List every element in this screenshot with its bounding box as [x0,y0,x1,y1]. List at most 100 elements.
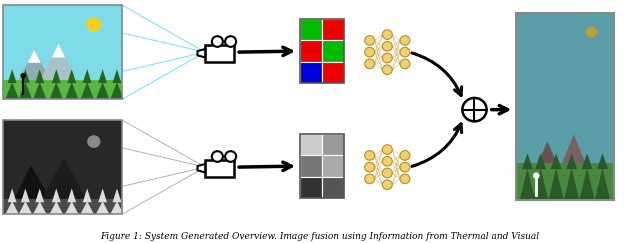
Polygon shape [597,153,608,169]
Circle shape [87,135,100,148]
Bar [3,5,122,99]
Bar [3,5,122,99]
Circle shape [225,151,236,162]
Bar [205,45,234,62]
Circle shape [365,36,374,45]
Bar [300,134,344,198]
Circle shape [382,145,392,154]
Bar [3,199,122,214]
Circle shape [365,151,374,160]
Bar [516,13,614,200]
Circle shape [382,65,392,75]
Polygon shape [96,82,109,99]
Polygon shape [33,201,46,214]
Polygon shape [595,168,610,200]
Circle shape [86,17,102,32]
Bar [322,19,344,40]
Circle shape [400,59,410,69]
Circle shape [400,47,410,57]
Circle shape [365,47,374,57]
Circle shape [365,59,374,69]
Bar [322,62,344,83]
Polygon shape [35,69,44,83]
Circle shape [586,27,597,37]
Bar [322,156,344,177]
Polygon shape [96,201,109,214]
Polygon shape [35,188,44,202]
Circle shape [382,180,392,190]
Polygon shape [110,82,124,99]
Polygon shape [9,50,61,99]
Polygon shape [522,153,533,169]
Circle shape [382,42,392,51]
Polygon shape [65,82,78,99]
Polygon shape [65,201,78,214]
Polygon shape [113,188,122,202]
Bar [300,177,322,198]
Circle shape [533,173,540,179]
Circle shape [400,174,410,184]
Bar [3,80,122,99]
Polygon shape [8,188,17,202]
Polygon shape [33,82,46,99]
Bar [300,134,322,156]
Polygon shape [198,49,205,58]
Polygon shape [533,168,548,200]
Bar [322,40,344,62]
Polygon shape [52,69,61,83]
Bar [300,40,322,62]
Polygon shape [81,201,94,214]
Polygon shape [110,201,124,214]
Circle shape [400,162,410,172]
Circle shape [212,151,223,162]
Polygon shape [52,188,61,202]
Circle shape [212,36,223,47]
Circle shape [225,36,236,47]
Polygon shape [548,168,564,200]
Polygon shape [535,153,546,169]
Circle shape [365,174,374,184]
Polygon shape [21,188,30,202]
Polygon shape [67,188,76,202]
Bar [205,160,234,177]
Polygon shape [522,142,574,200]
Polygon shape [34,157,94,214]
Polygon shape [564,168,579,200]
Text: Figure 1: System Generated Overview. Image fusion using Information from Thermal: Figure 1: System Generated Overview. Ima… [100,232,540,241]
Polygon shape [21,69,30,83]
Circle shape [365,162,374,172]
Polygon shape [547,134,600,200]
Polygon shape [98,188,107,202]
Polygon shape [550,153,562,169]
Polygon shape [98,69,107,83]
Polygon shape [52,44,65,58]
Circle shape [382,168,392,178]
Bar [516,163,614,200]
Polygon shape [83,69,92,83]
Polygon shape [83,188,92,202]
Polygon shape [31,44,86,99]
Polygon shape [50,82,63,99]
Bar [300,156,322,177]
Bar [300,62,322,83]
Circle shape [382,30,392,39]
Polygon shape [8,69,17,83]
Bar [300,19,322,40]
Polygon shape [6,82,19,99]
Bar [322,177,344,198]
Circle shape [462,98,486,121]
Polygon shape [19,201,32,214]
Bar [3,120,122,214]
Circle shape [382,53,392,63]
Circle shape [382,156,392,166]
Polygon shape [28,50,41,63]
Circle shape [400,36,410,45]
Polygon shape [579,168,595,200]
Polygon shape [81,82,94,99]
Polygon shape [566,153,577,169]
Bar [3,120,122,214]
Polygon shape [6,201,19,214]
Polygon shape [198,164,205,173]
Polygon shape [582,153,593,169]
Polygon shape [520,168,535,200]
